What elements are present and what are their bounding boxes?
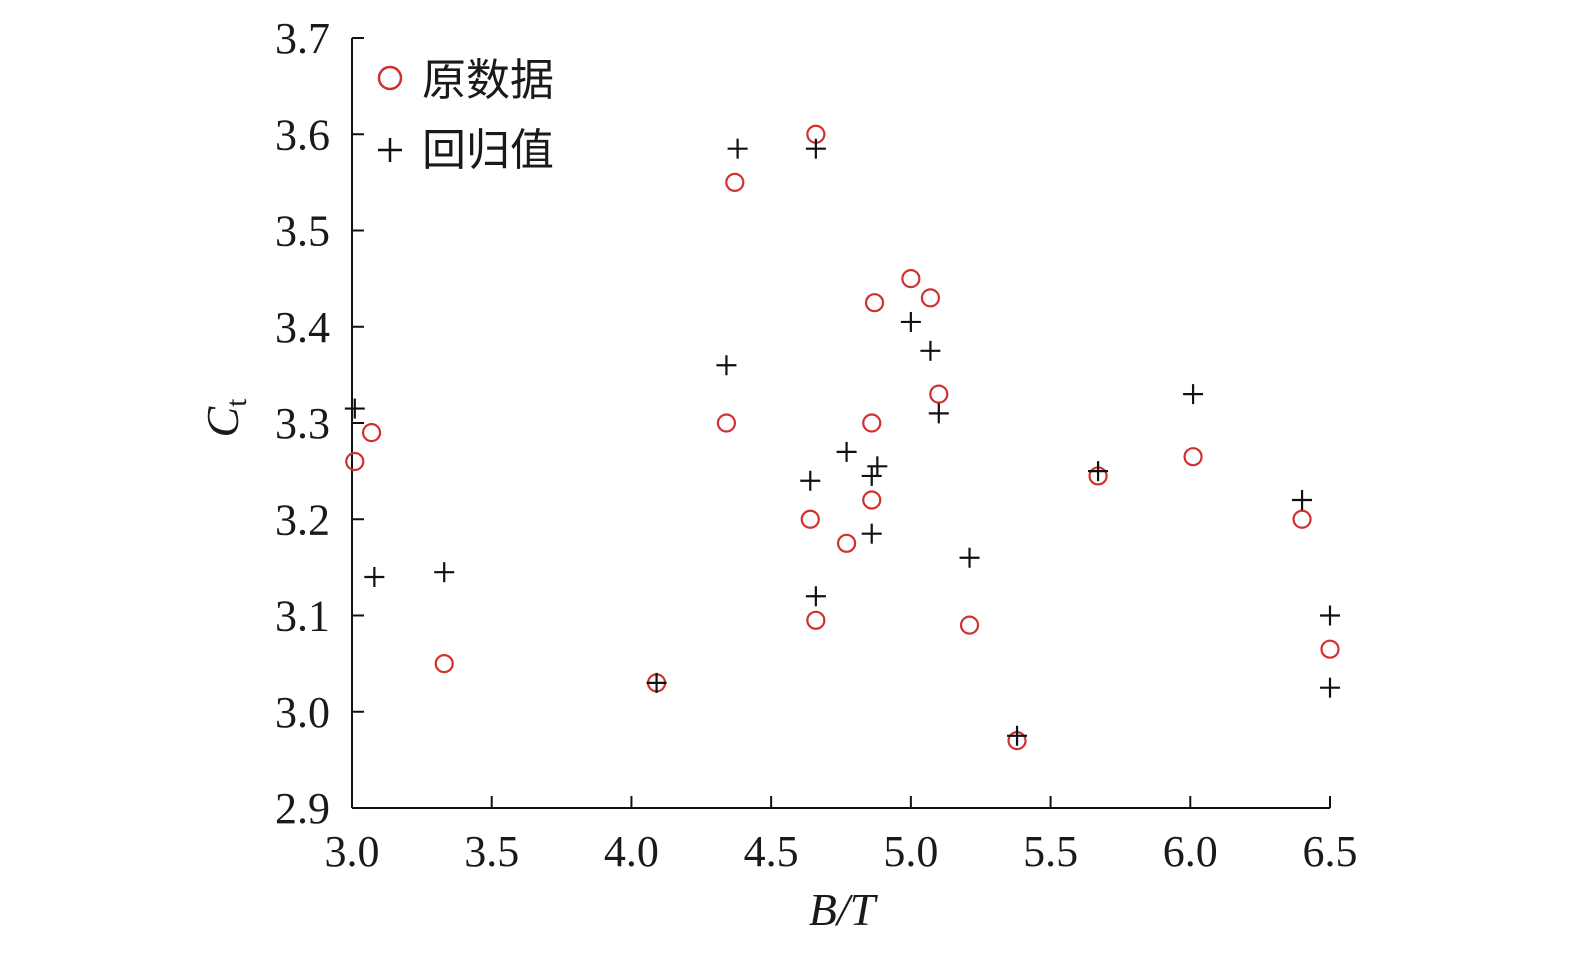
x-tick-label: 4.0 <box>604 827 659 876</box>
data-point-original <box>1292 509 1312 529</box>
y-tick-label: 3.2 <box>275 495 330 544</box>
data-point-original <box>1183 447 1203 467</box>
x-tick-label: 3.0 <box>325 827 380 876</box>
data-point-regression <box>646 672 667 693</box>
x-axis-title: B/T <box>809 884 879 935</box>
data-point-original <box>800 509 820 529</box>
legend-label-original: 原数据 <box>422 55 554 106</box>
data-point-regression <box>344 398 365 419</box>
data-point-original <box>836 533 857 553</box>
data-point-regression <box>800 470 821 491</box>
data-point-original <box>725 172 745 192</box>
y-tick-label: 3.0 <box>275 688 330 737</box>
y-tick-label: 3.1 <box>275 592 330 641</box>
data-point-regression <box>1007 725 1028 746</box>
data-point-regression <box>805 586 826 607</box>
data-point-regression <box>900 311 921 332</box>
data-point-original <box>806 610 826 630</box>
y-tick-label: 3.7 <box>275 14 330 63</box>
x-tick-label: 3.5 <box>464 827 519 876</box>
data-point-regression <box>1183 384 1204 405</box>
data-point-original <box>716 413 737 433</box>
x-tick-label: 6.0 <box>1163 827 1218 876</box>
y-tick-label: 3.3 <box>275 399 330 448</box>
data-point-regression <box>727 138 748 159</box>
data-point-regression <box>434 562 455 583</box>
y-axis-title: Ct <box>197 398 253 438</box>
data-point-original <box>1320 639 1340 659</box>
y-tick-label: 3.5 <box>275 207 330 256</box>
svg-text:Ct: Ct <box>197 398 253 438</box>
x-tick-label: 5.0 <box>883 827 938 876</box>
data-point-original <box>361 423 382 443</box>
data-point-original <box>434 654 454 674</box>
y-tick-label: 3.4 <box>275 303 330 352</box>
data-point-original <box>901 269 921 289</box>
data-point-original <box>345 451 365 472</box>
data-point-regression <box>805 138 826 159</box>
legend-circle-marker <box>377 65 403 91</box>
legend: 原数据 回归值 <box>377 55 554 176</box>
x-tick-label: 4.5 <box>744 827 799 876</box>
data-point-regression <box>836 441 857 462</box>
tick-labels: 3.0 3.5 4.0 4.5 5.0 5.5 6.0 6.52.93.03.13.23.33… <box>275 14 1358 876</box>
data-point-regression <box>1320 677 1340 698</box>
data-point-regression <box>867 456 888 477</box>
data-point-regression <box>861 465 882 486</box>
data-point-regression <box>1320 605 1340 626</box>
data-point-regression <box>1088 461 1109 482</box>
data-point-regression <box>928 403 949 424</box>
data-points <box>344 124 1340 751</box>
x-tick-label: 5.5 <box>1023 827 1078 876</box>
y-tick-label: 3.6 <box>275 110 330 159</box>
data-point-original <box>959 615 980 635</box>
x-tick-label: 6.5 <box>1303 827 1358 876</box>
data-point-regression <box>716 355 737 376</box>
legend-plus-marker <box>378 138 402 162</box>
data-point-original <box>862 490 882 510</box>
data-point-original <box>864 293 885 313</box>
data-point-regression <box>861 523 882 544</box>
y-axis-title-sub: t <box>220 398 253 407</box>
y-axis-title-main: C <box>197 406 248 438</box>
data-point-regression <box>959 547 980 568</box>
data-point-original <box>920 288 941 308</box>
data-point-regression <box>920 340 941 361</box>
data-point-regression <box>364 567 385 587</box>
y-tick-label: 2.9 <box>275 784 330 833</box>
legend-label-regression: 回归值 <box>422 125 554 176</box>
data-point-original <box>862 413 882 433</box>
axes <box>351 37 1331 809</box>
data-point-regression <box>1292 490 1313 510</box>
data-point-original <box>929 384 949 404</box>
